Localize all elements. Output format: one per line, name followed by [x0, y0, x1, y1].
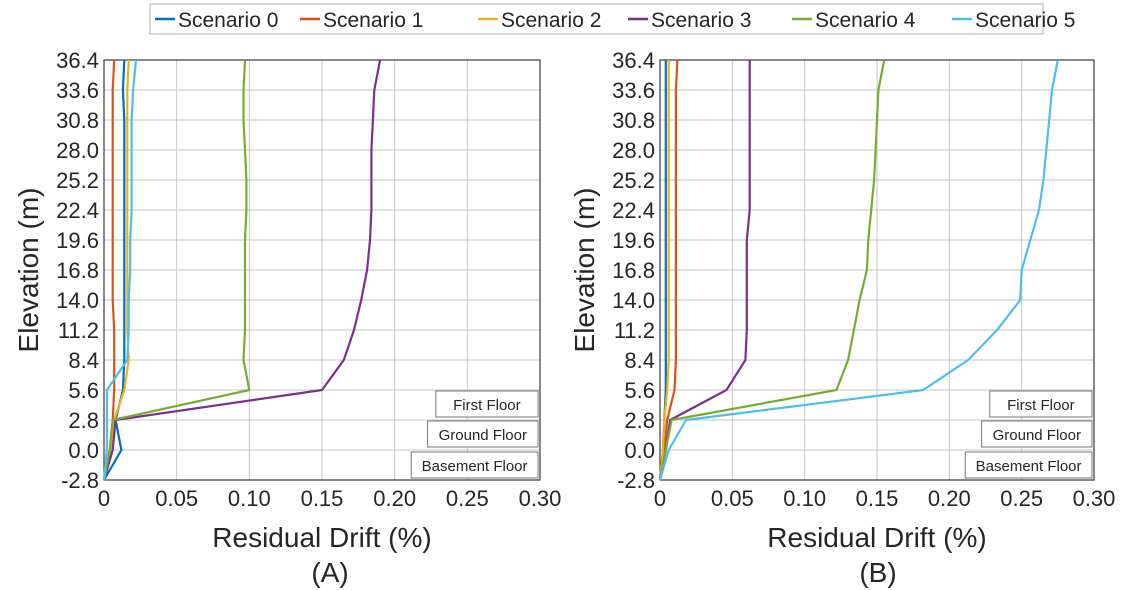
x-tick-label: 0.25: [1000, 486, 1043, 511]
series-line: [102, 59, 251, 481]
floor-annotation-box: [989, 390, 1093, 418]
x-tick-label: 0.05: [711, 486, 754, 511]
y-tick-label: 2.8: [68, 408, 99, 433]
series-line: [658, 59, 679, 481]
x-axis-label: Residual Drift (%): [767, 522, 986, 553]
x-tick-label: 0.05: [155, 486, 198, 511]
plot-frame: [103, 59, 541, 481]
legend-label: Scenario 2: [501, 9, 601, 32]
y-tick-label: 14.0: [612, 288, 655, 313]
x-axis-label: Residual Drift (%): [212, 522, 431, 553]
x-tick-label: 0.20: [373, 486, 416, 511]
series-line: [102, 59, 116, 481]
x-tick-label: 0.15: [301, 486, 344, 511]
floor-annotation-box: [410, 451, 539, 479]
y-tick-label: 16.8: [612, 258, 655, 283]
x-tick-label: 0.20: [928, 486, 971, 511]
series-line: [658, 60, 751, 481]
floor-annotation-label: Ground Floor: [439, 427, 527, 444]
floor-annotation-box: [981, 420, 1093, 448]
x-tick-label: 0.10: [228, 486, 271, 511]
y-tick-label: 0.0: [68, 438, 99, 463]
series-line: [658, 59, 1059, 481]
y-axis-label: Elevation (m): [13, 188, 44, 353]
legend-label: Scenario 3: [651, 9, 751, 32]
x-tick-label: 0: [98, 486, 110, 511]
x-tick-label: 0.15: [856, 486, 899, 511]
y-tick-label: 25.2: [612, 168, 655, 193]
y-tick-label: 11.2: [614, 318, 655, 343]
y-tick-label: 19.6: [56, 228, 99, 253]
legend-label: Scenario 1: [323, 9, 423, 32]
x-tick-label: 0.10: [783, 486, 826, 511]
y-tick-label: 36.4: [612, 48, 655, 73]
x-tick-label: 0.25: [446, 486, 489, 511]
y-tick-label: 22.4: [612, 198, 655, 223]
plot-frame: [659, 59, 1095, 481]
y-tick-label: -2.8: [61, 468, 99, 493]
y-tick-label: 2.8: [624, 408, 655, 433]
x-tick-label: 0.30: [1073, 486, 1116, 511]
series-line: [102, 59, 382, 481]
floor-annotation-label: Ground Floor: [993, 427, 1081, 444]
y-tick-label: 30.8: [612, 108, 655, 133]
y-tick-label: 14.0: [56, 288, 99, 313]
y-tick-label: 5.6: [624, 378, 655, 403]
series-line: [658, 60, 670, 481]
panel-b-residual-drift-chart: 0 0.05 0.10 0.15 0.20 0.25 0.30 -2.8 0.0 2.8 5.6 8.…: [569, 48, 1115, 588]
panel-label: (A): [311, 557, 348, 588]
floor-annotation-label: First Floor: [1007, 397, 1075, 414]
floor-annotation-label: Basement Floor: [976, 458, 1082, 475]
legend-box: [149, 3, 1044, 35]
floor-annotation-box: [435, 390, 539, 418]
y-tick-label: 19.6: [612, 228, 655, 253]
series-line: [102, 59, 130, 481]
x-tick-label: 0: [654, 486, 666, 511]
y-tick-label: 0.0: [624, 438, 655, 463]
y-tick-label: -2.8: [617, 468, 655, 493]
y-tick-label: 8.4: [624, 348, 655, 373]
y-axis-label: Elevation (m): [569, 188, 600, 353]
series-line: [658, 59, 886, 481]
legend: Scenario 0 Scenario 1 Scenario 2 Scenario 3…: [149, 3, 1075, 35]
y-tick-label: 30.8: [56, 108, 99, 133]
y-tick-label: 5.6: [68, 378, 99, 403]
y-tick-label: 22.4: [56, 198, 99, 223]
y-tick-label: 33.6: [56, 78, 99, 103]
floor-annotation-box: [964, 451, 1093, 479]
floor-annotation-box: [427, 420, 539, 448]
x-tick-label: 0.30: [519, 486, 562, 511]
y-tick-label: 25.2: [56, 168, 99, 193]
legend-label: Scenario 0: [178, 9, 278, 32]
panel-label: (B): [859, 557, 896, 588]
y-tick-label: 8.4: [68, 348, 99, 373]
floor-annotation-label: First Floor: [453, 397, 521, 414]
y-tick-label: 28.0: [56, 138, 99, 163]
floor-annotation-label: Basement Floor: [422, 458, 528, 475]
legend-label: Scenario 4: [815, 9, 916, 32]
series-line: [102, 59, 138, 481]
y-tick-label: 36.4: [56, 48, 99, 73]
y-tick-label: 33.6: [612, 78, 655, 103]
legend-label: Scenario 5: [975, 9, 1075, 32]
y-tick-label: 16.8: [56, 258, 99, 283]
y-tick-label: 28.0: [612, 138, 655, 163]
panel-a-residual-drift-chart: 0 0.05 0.10 0.15 0.20 0.25 0.30 -2.8 0.0 2.8 5.6 8.…: [13, 48, 561, 588]
y-tick-label: 11.2: [58, 318, 99, 343]
